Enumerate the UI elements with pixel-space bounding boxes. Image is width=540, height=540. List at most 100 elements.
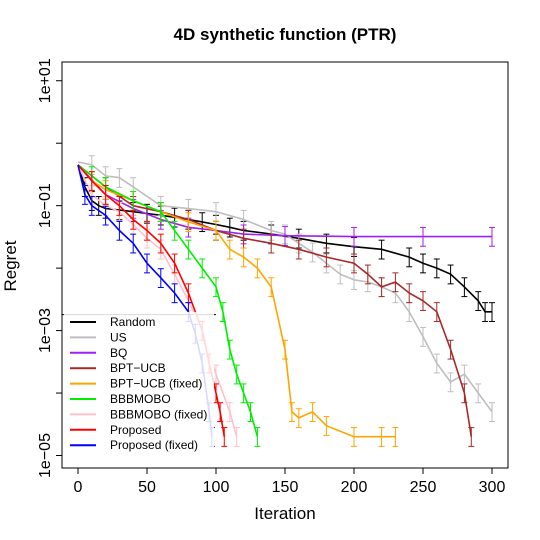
y-tick-label: 1e−03 xyxy=(37,308,54,353)
error-bar xyxy=(226,239,233,260)
legend-label: BQ xyxy=(110,346,127,360)
error-bar xyxy=(433,258,440,279)
error-bar xyxy=(199,258,206,279)
error-bar xyxy=(157,268,164,288)
y-axis-label: Regret xyxy=(1,240,20,291)
error-bar xyxy=(247,402,254,423)
legend-label: BBBMOBO xyxy=(110,392,171,406)
error-bar xyxy=(475,291,482,311)
error-bar xyxy=(171,283,178,304)
error-bar xyxy=(88,171,95,191)
error-bar xyxy=(130,209,137,230)
error-bar xyxy=(240,383,247,404)
x-tick-label: 100 xyxy=(203,479,230,496)
error-bar xyxy=(171,253,178,274)
series-line xyxy=(77,161,493,413)
y-axis: 1e+01 1e−01 1e−03 1e−05 xyxy=(37,58,62,478)
error-bar xyxy=(351,427,357,447)
x-tick-label: 250 xyxy=(410,479,437,496)
error-bar xyxy=(185,212,192,233)
legend-label: BPT−UCB xyxy=(110,361,166,375)
error-bar xyxy=(323,416,330,436)
error-bar xyxy=(226,339,233,360)
error-bar xyxy=(171,220,178,241)
error-bar xyxy=(88,196,95,216)
x-tick-label: 300 xyxy=(479,479,506,496)
legend-label: Proposed xyxy=(110,423,161,437)
error-bar xyxy=(157,233,164,254)
error-bar xyxy=(489,302,495,322)
error-bar xyxy=(433,353,440,374)
error-bar xyxy=(295,408,302,429)
error-bar xyxy=(219,302,226,322)
legend-label: Random xyxy=(110,315,155,329)
error-bar xyxy=(102,185,109,205)
error-bar xyxy=(226,402,233,423)
error-bar xyxy=(221,427,228,447)
error-bar xyxy=(406,302,413,322)
error-bar xyxy=(144,253,150,274)
error-bar xyxy=(116,196,123,216)
error-bar xyxy=(240,247,247,268)
error-bar xyxy=(461,383,468,404)
error-bar xyxy=(420,226,426,247)
error-bar xyxy=(254,258,261,279)
error-bar xyxy=(213,277,219,298)
error-bar xyxy=(392,427,399,447)
error-bar xyxy=(447,264,454,285)
error-bar xyxy=(295,239,302,260)
error-bar xyxy=(268,277,275,298)
error-bar xyxy=(475,383,482,404)
error-bar xyxy=(185,239,192,260)
error-bar xyxy=(337,264,344,285)
error-bar xyxy=(461,277,468,298)
x-tick-label: 0 xyxy=(74,479,83,496)
error-bar xyxy=(81,185,88,205)
error-bar xyxy=(406,247,413,268)
error-bar xyxy=(116,220,123,241)
error-bar xyxy=(420,327,426,347)
error-bar xyxy=(420,291,426,311)
error-bar xyxy=(309,402,316,423)
legend-box xyxy=(64,312,214,458)
error-bar xyxy=(157,202,164,222)
y-tick-label: 1e+01 xyxy=(37,58,54,103)
error-bar xyxy=(102,205,109,226)
legend-label: BBBMOBO (fixed) xyxy=(110,407,207,421)
x-tick-label: 50 xyxy=(138,479,156,496)
chart-title: 4D synthetic function (PTR) xyxy=(174,25,397,44)
error-bar xyxy=(288,402,295,423)
error-bar xyxy=(378,427,385,447)
error-bar xyxy=(364,264,371,285)
error-bar xyxy=(130,233,137,254)
error-bar xyxy=(116,168,123,188)
error-bar xyxy=(447,339,454,360)
error-bar xyxy=(433,302,440,322)
series-line xyxy=(77,164,226,437)
legend-label: US xyxy=(110,330,127,344)
legend-label: Proposed (fixed) xyxy=(110,438,198,452)
error-bar xyxy=(268,233,275,254)
x-axis: 0 50 100 150 200 250 300 xyxy=(74,468,506,496)
error-bar xyxy=(217,402,224,423)
legend-label: BPT−UCB (fixed) xyxy=(110,377,202,391)
error-bar xyxy=(406,283,413,304)
error-bar xyxy=(378,277,385,298)
error-bar xyxy=(233,364,240,385)
error-bar xyxy=(489,226,495,247)
error-bar xyxy=(323,247,330,268)
error-bar xyxy=(351,253,357,274)
error-bar xyxy=(351,226,357,247)
error-bar xyxy=(254,427,261,447)
error-bar xyxy=(378,239,385,260)
error-bar xyxy=(282,339,288,360)
error-bar xyxy=(447,372,454,393)
error-bar xyxy=(420,253,426,274)
error-bar xyxy=(233,427,240,447)
error-bar xyxy=(489,402,495,423)
x-tick-label: 150 xyxy=(272,479,299,496)
x-tick-label: 200 xyxy=(341,479,368,496)
error-bar xyxy=(468,427,475,447)
